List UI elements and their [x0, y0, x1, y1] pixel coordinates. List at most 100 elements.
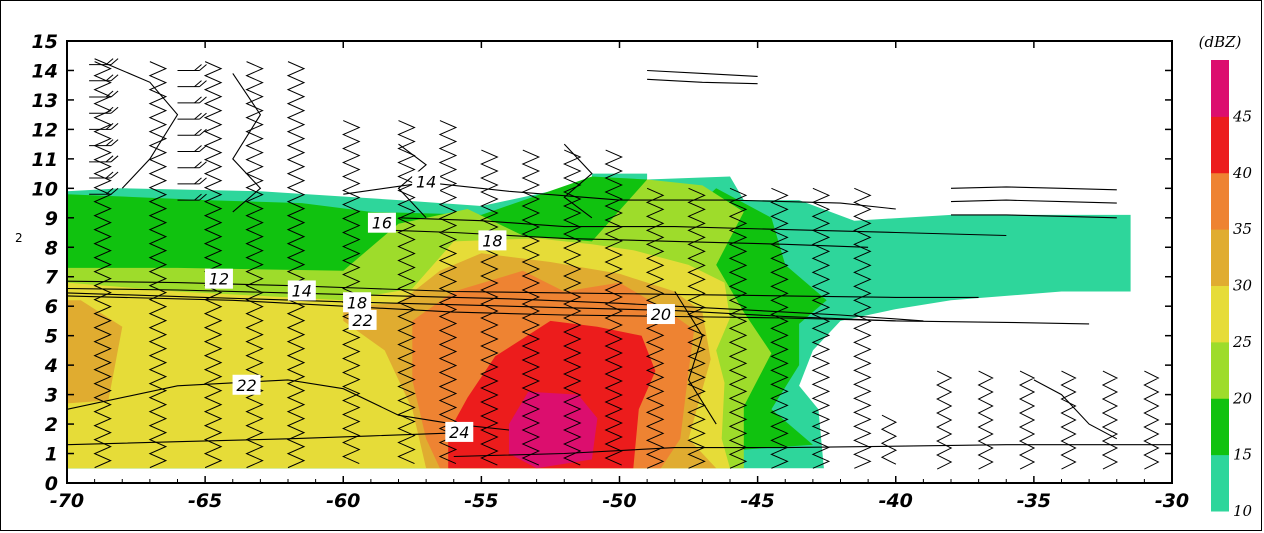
x-tick-label: -30	[1155, 490, 1189, 512]
contour-line	[67, 292, 896, 322]
wind-barb	[177, 145, 207, 152]
contour-line	[951, 214, 1117, 219]
wind-barb	[89, 139, 119, 147]
contour-label: 20	[646, 304, 675, 325]
y-tick-label: 4	[44, 355, 58, 377]
plot-clip-group	[67, 58, 1172, 470]
wind-barb-column	[770, 187, 789, 469]
contour-label: 16	[367, 212, 396, 233]
wind-barb	[177, 128, 207, 136]
y-tick-label: 14	[32, 60, 58, 82]
contour-label: 18	[478, 230, 507, 251]
contour-line	[563, 143, 593, 219]
contour-label-text: 16	[372, 214, 392, 233]
y-tick-label: 11	[32, 149, 58, 171]
wind-barb-column	[245, 61, 264, 469]
wind-barb-column	[342, 120, 361, 465]
wind-barb	[177, 177, 207, 185]
wind-barb	[177, 112, 207, 120]
y-tick-label: 12	[32, 119, 58, 141]
wind-barb	[89, 58, 119, 66]
contour-label-text: 24	[449, 423, 469, 442]
contour-line	[950, 199, 1117, 204]
y-tick-label: 7	[45, 267, 59, 289]
wind-barb	[177, 80, 207, 88]
colorbar-tick-label: 15	[1233, 446, 1252, 464]
wind-barb-column	[936, 370, 953, 470]
colorbar: 10 15 20 25 30 35 40 45 (dBZ)	[1199, 33, 1253, 520]
wind-barb-column	[1143, 370, 1160, 470]
wind-barb	[89, 74, 119, 82]
wind-barb	[89, 90, 119, 98]
colorbar-tick-label: 45	[1232, 107, 1252, 125]
axis-stray-mark: 2	[15, 231, 23, 245]
contour-line	[67, 432, 454, 446]
wind-barb-column	[1101, 370, 1119, 470]
colorbar-swatch	[1211, 285, 1229, 343]
contour-line	[67, 295, 1090, 325]
contour-line	[1033, 379, 1118, 440]
colorbar-swatch	[1211, 172, 1229, 230]
wind-barb	[89, 106, 119, 114]
wind-barb-column	[148, 61, 168, 469]
wind-barb-column	[438, 120, 458, 465]
wind-barb	[89, 187, 119, 195]
contour-label-text: 14	[416, 172, 436, 191]
colorbar-swatch	[1211, 398, 1229, 456]
contour-line	[647, 78, 758, 85]
contour-line	[232, 73, 262, 213]
wind-barb-column	[563, 149, 582, 466]
contour-label: 14	[412, 171, 441, 192]
wind-barb-column	[1018, 370, 1036, 470]
wind-barb-column	[203, 61, 223, 469]
y-tick-label: 13	[32, 90, 58, 112]
wind-barb-column	[286, 61, 306, 469]
x-tick-label: -40	[879, 490, 913, 512]
colorbar-tick-label: 20	[1232, 389, 1253, 407]
y-tick-label: 10	[32, 178, 58, 200]
wind-barb-column	[480, 149, 499, 466]
contour-label: 22	[348, 309, 377, 330]
y-tick-label: 15	[32, 31, 58, 53]
contour-label: 24	[445, 421, 474, 442]
wind-barb-column	[645, 187, 665, 469]
colorbar-tick-label: 30	[1233, 277, 1253, 295]
colorbar-swatch	[1211, 454, 1229, 512]
colorbar-tick-label: 35	[1233, 220, 1252, 238]
contour-label-text: 14	[292, 281, 312, 300]
x-tick-label: -50	[602, 490, 636, 512]
x-tick-label: -55	[464, 490, 498, 512]
wind-barb-column	[977, 370, 994, 470]
y-tick-label: 5	[45, 326, 58, 348]
contour-label: 14	[287, 280, 316, 301]
colorbar-swatch	[1211, 341, 1229, 399]
contour-label-text: 18	[347, 293, 367, 312]
wind-barb-column	[604, 149, 623, 466]
wind-barb	[177, 193, 207, 201]
wind-barb	[177, 161, 207, 169]
contour-line	[647, 69, 758, 77]
contour-label: 22	[232, 374, 261, 395]
wind-barb-column	[521, 149, 541, 466]
wind-barb-column	[1060, 370, 1077, 470]
colorbar-tick-label: 25	[1232, 333, 1252, 351]
y-tick-label: 6	[45, 296, 58, 318]
wind-barb	[177, 96, 207, 104]
y-tick-label: 1	[45, 444, 58, 466]
y-tick-label: 0	[45, 473, 58, 495]
wind-barb-column	[811, 187, 831, 469]
contour-line	[67, 287, 924, 322]
y-tick-label: 3	[45, 385, 58, 407]
wind-barb-column	[687, 187, 706, 469]
wind-barb	[89, 123, 119, 130]
y-tick-label: 8	[45, 237, 58, 259]
y-tick-label: 2	[45, 414, 58, 436]
contour-label-text: 20	[651, 305, 671, 324]
wind-barb	[89, 171, 119, 179]
contour-line	[94, 58, 179, 189]
contour-line	[950, 186, 1117, 191]
contour-label-text: 22	[236, 376, 256, 395]
y-tick-label: 9	[45, 208, 58, 230]
